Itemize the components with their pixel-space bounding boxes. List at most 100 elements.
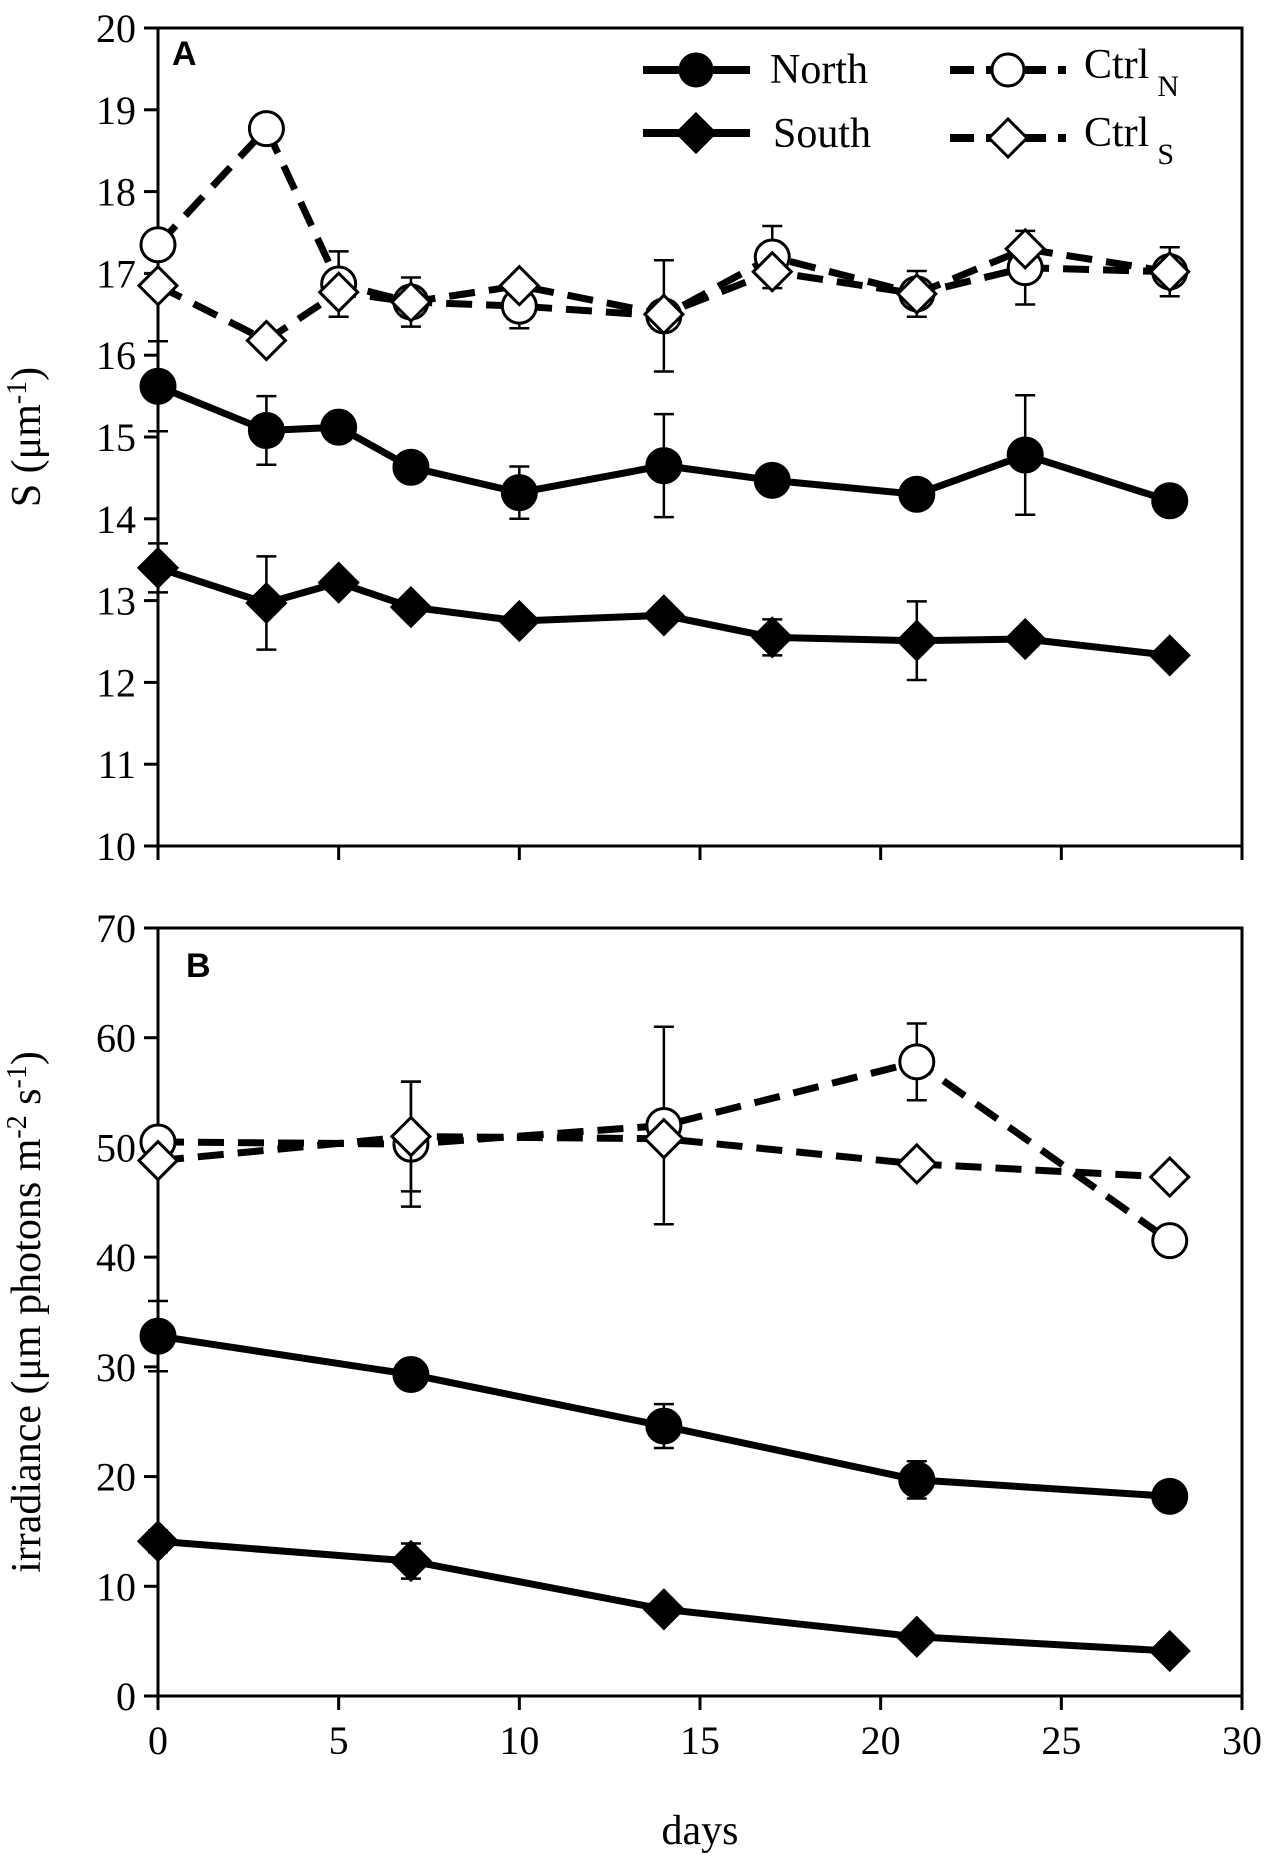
point-ctrl-s <box>1004 227 1047 270</box>
point-south <box>751 616 794 659</box>
y-axis-title: S (μm-1) <box>2 367 50 507</box>
y-tick-label: 0 <box>116 1674 136 1719</box>
series-ctrl-s <box>136 1080 1191 1199</box>
x-axis-title: days <box>662 1808 739 1854</box>
y-tick-label: 14 <box>96 497 136 542</box>
y-tick-label: 70 <box>96 906 136 951</box>
legend-marker-north <box>678 52 714 88</box>
x-tick-label: 20 <box>861 1718 901 1763</box>
y-tick-label: 18 <box>96 170 136 215</box>
y-tick-label: 40 <box>96 1235 136 1280</box>
plot-frame <box>156 926 1244 1698</box>
point-ctrl-s <box>498 264 541 307</box>
point-south <box>136 1520 180 1563</box>
y-axis-title-sup: -1 <box>2 1065 33 1088</box>
point-south <box>1004 617 1047 661</box>
point-north <box>139 367 177 405</box>
legend: North South Ctrl N Ctrl S <box>643 42 1179 171</box>
y-tick-label: 10 <box>96 1564 136 1609</box>
y-tick-label: 10 <box>96 824 136 869</box>
y-axis-title-end: ) <box>4 1051 50 1065</box>
y-tick-label: 20 <box>96 6 136 51</box>
point-ctrl-s <box>642 293 685 336</box>
y-axis-title-main: irradiance (μm photons m <box>4 1138 50 1573</box>
point-south <box>642 594 685 637</box>
point-ctrl-s <box>317 271 360 314</box>
plot-frame <box>156 26 1244 848</box>
point-north <box>898 1461 936 1499</box>
point-north <box>320 408 358 446</box>
legend-label-ctrl-s-main: Ctrl <box>1084 110 1149 156</box>
y-tick-label: 50 <box>96 1125 136 1170</box>
y-tick-label: 16 <box>96 333 136 378</box>
x-tick-label: 25 <box>1041 1718 1081 1763</box>
x-tick-label: 10 <box>499 1718 539 1763</box>
x-tick-label: 30 <box>1222 1718 1262 1763</box>
x-tick-label: 0 <box>148 1718 168 1763</box>
point-south <box>245 581 288 625</box>
point-south <box>317 561 360 604</box>
legend-label-ctrl-n: Ctrl N <box>1084 42 1179 103</box>
point-ctrl-s <box>389 1115 433 1158</box>
legend-entry-ctrl-s: Ctrl S <box>950 110 1174 171</box>
series-line-ctrl-n <box>155 122 1170 320</box>
y-axis-title: irradiance (μm photons m-2 s-1) <box>2 1051 50 1573</box>
legend-label-ctrl-n-sub: N <box>1157 70 1179 103</box>
y-tick-label: 19 <box>96 88 136 133</box>
series-south <box>136 542 1191 682</box>
series-line-ctrl-s <box>157 1132 1170 1181</box>
legend-label-north: North <box>770 47 868 93</box>
point-south <box>895 619 938 662</box>
x-tick-label: 5 <box>329 1718 349 1763</box>
point-ctrl-s <box>136 264 180 307</box>
point-south <box>1148 634 1191 677</box>
point-ctrl-s <box>245 319 288 362</box>
point-south <box>1148 1629 1191 1673</box>
panel-label: B <box>186 947 211 985</box>
point-ctrl-n <box>1151 1222 1189 1260</box>
point-ctrl-n <box>898 1043 936 1081</box>
point-ctrl-s <box>895 1142 938 1186</box>
legend-entry-north: North <box>643 47 868 93</box>
point-south <box>389 586 433 629</box>
y-tick-label: 20 <box>96 1455 136 1500</box>
point-south <box>642 1588 685 1631</box>
point-north <box>247 411 285 449</box>
series-line-north <box>156 383 1171 505</box>
y-axis-title-sup: -2 <box>2 1115 33 1138</box>
point-north <box>392 448 430 486</box>
legend-label-ctrl-n-main: Ctrl <box>1084 42 1149 88</box>
y-tick-label: 11 <box>97 742 136 787</box>
point-north <box>645 1407 683 1445</box>
y-axis-title-main: S (μm <box>4 404 50 507</box>
point-ctrl-s <box>136 1139 180 1182</box>
y-tick-label: 13 <box>96 579 136 624</box>
legend-marker-ctrl-s <box>986 116 1030 160</box>
point-ctrl-s <box>1148 1155 1191 1199</box>
y-tick-label: 12 <box>96 660 136 705</box>
panel-label: A <box>172 35 197 73</box>
series-north <box>139 340 1189 521</box>
point-ctrl-s <box>895 272 938 315</box>
x-tick-label: 15 <box>680 1718 720 1763</box>
y-axis-title-mid: s <box>4 1088 50 1115</box>
y-axis-title-sup: -1 <box>2 381 33 404</box>
y-axis-title-end: ) <box>4 367 50 381</box>
point-ctrl-s <box>751 250 794 293</box>
point-north <box>1151 482 1189 520</box>
legend-label-south: South <box>773 111 871 157</box>
legend-label-ctrl-s: Ctrl S <box>1084 110 1174 171</box>
point-north <box>753 461 791 499</box>
series-north <box>139 1299 1189 1515</box>
point-north <box>898 475 936 513</box>
point-ctrl-s <box>389 280 433 324</box>
y-tick-label: 15 <box>96 415 136 460</box>
panel-a: 10 11 12 13 14 15 16 17 18 19 20 A S (μm-1) <box>2 6 1244 869</box>
point-ctrl-n <box>139 226 177 264</box>
point-south <box>498 599 541 643</box>
series-south <box>136 1520 1191 1673</box>
point-south <box>895 1615 938 1658</box>
